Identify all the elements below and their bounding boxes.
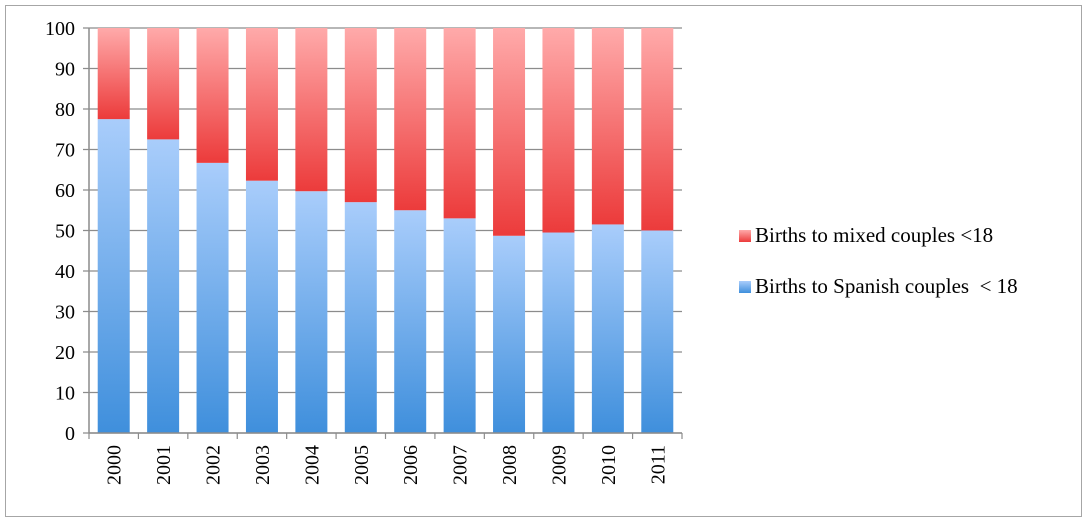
legend: Births to mixed couples <18 Births to Sp… bbox=[739, 222, 1018, 324]
legend-label-mixed: Births to mixed couples <18 bbox=[755, 223, 994, 247]
bar-mixed-2008 bbox=[493, 28, 526, 236]
bar-spanish-2009 bbox=[542, 232, 575, 433]
legend-item-spanish: Births to Spanish couples < 18 bbox=[739, 273, 1018, 300]
bar-mixed-2003 bbox=[245, 28, 278, 181]
bar-mixed-2010 bbox=[591, 28, 624, 225]
y-tick-label-30: 30 bbox=[55, 302, 75, 324]
bar-spanish-2003 bbox=[245, 180, 278, 433]
x-tick-label-2005: 2005 bbox=[351, 445, 373, 485]
y-tick-label-50: 50 bbox=[55, 221, 75, 243]
x-tick-label-2011: 2011 bbox=[647, 445, 669, 484]
y-tick-label-0: 0 bbox=[65, 423, 75, 445]
legend-label-spanish: Births to Spanish couples < 18 bbox=[755, 274, 1018, 298]
x-tick-label-2008: 2008 bbox=[499, 445, 521, 485]
x-tick-label-2006: 2006 bbox=[400, 445, 422, 485]
x-tick-label-2004: 2004 bbox=[301, 445, 323, 485]
bar-spanish-2000 bbox=[97, 119, 130, 433]
x-tick-label-2002: 2002 bbox=[203, 445, 225, 485]
y-tick-label-60: 60 bbox=[55, 180, 75, 202]
y-tick-label-20: 20 bbox=[55, 342, 75, 364]
y-tick-label-70: 70 bbox=[55, 140, 75, 162]
bar-mixed-2002 bbox=[196, 28, 229, 163]
x-tick-label-2000: 2000 bbox=[104, 445, 126, 485]
y-tick-label-80: 80 bbox=[55, 99, 75, 121]
chart-frame: 0 10 20 30 40 50 60 70 80 90 100 2000 2001 2002 2003 2… bbox=[5, 5, 1082, 517]
x-tick-label-2010: 2010 bbox=[598, 445, 620, 485]
bar-mixed-2004 bbox=[295, 28, 328, 192]
bar-mixed-2000 bbox=[97, 28, 130, 120]
bar-spanish-2006 bbox=[394, 210, 427, 433]
bar-spanish-2007 bbox=[443, 218, 476, 433]
bar-spanish-2011 bbox=[641, 230, 674, 433]
bar-spanish-2002 bbox=[196, 162, 229, 434]
x-tick-label-2001: 2001 bbox=[153, 445, 175, 485]
bar-spanish-2010 bbox=[591, 224, 624, 433]
bar-spanish-2005 bbox=[344, 202, 377, 433]
bar-spanish-2004 bbox=[295, 191, 328, 433]
x-tick-label-2009: 2009 bbox=[548, 445, 570, 485]
bar-mixed-2009 bbox=[542, 28, 575, 233]
y-tick-label-40: 40 bbox=[55, 261, 75, 283]
x-tick-label-2003: 2003 bbox=[252, 445, 274, 485]
x-tick-label-2007: 2007 bbox=[450, 445, 472, 485]
bar-spanish-2001 bbox=[147, 139, 180, 433]
y-tick-label-10: 10 bbox=[55, 383, 75, 405]
stacked-bar-chart: 0 10 20 30 40 50 60 70 80 90 100 2000 2001 2002 2003 2… bbox=[45, 18, 683, 485]
legend-swatch-mixed bbox=[739, 229, 751, 242]
legend-swatch-spanish bbox=[739, 280, 751, 293]
bar-mixed-2006 bbox=[394, 28, 427, 211]
bar-mixed-2001 bbox=[147, 28, 180, 140]
y-tick-label-100: 100 bbox=[45, 18, 75, 40]
bar-spanish-2008 bbox=[493, 235, 526, 433]
y-tick-label-90: 90 bbox=[55, 59, 75, 81]
bar-mixed-2007 bbox=[443, 28, 476, 219]
legend-item-mixed: Births to mixed couples <18 bbox=[739, 222, 1018, 249]
bar-mixed-2005 bbox=[344, 28, 377, 203]
bar-mixed-2011 bbox=[641, 28, 674, 231]
